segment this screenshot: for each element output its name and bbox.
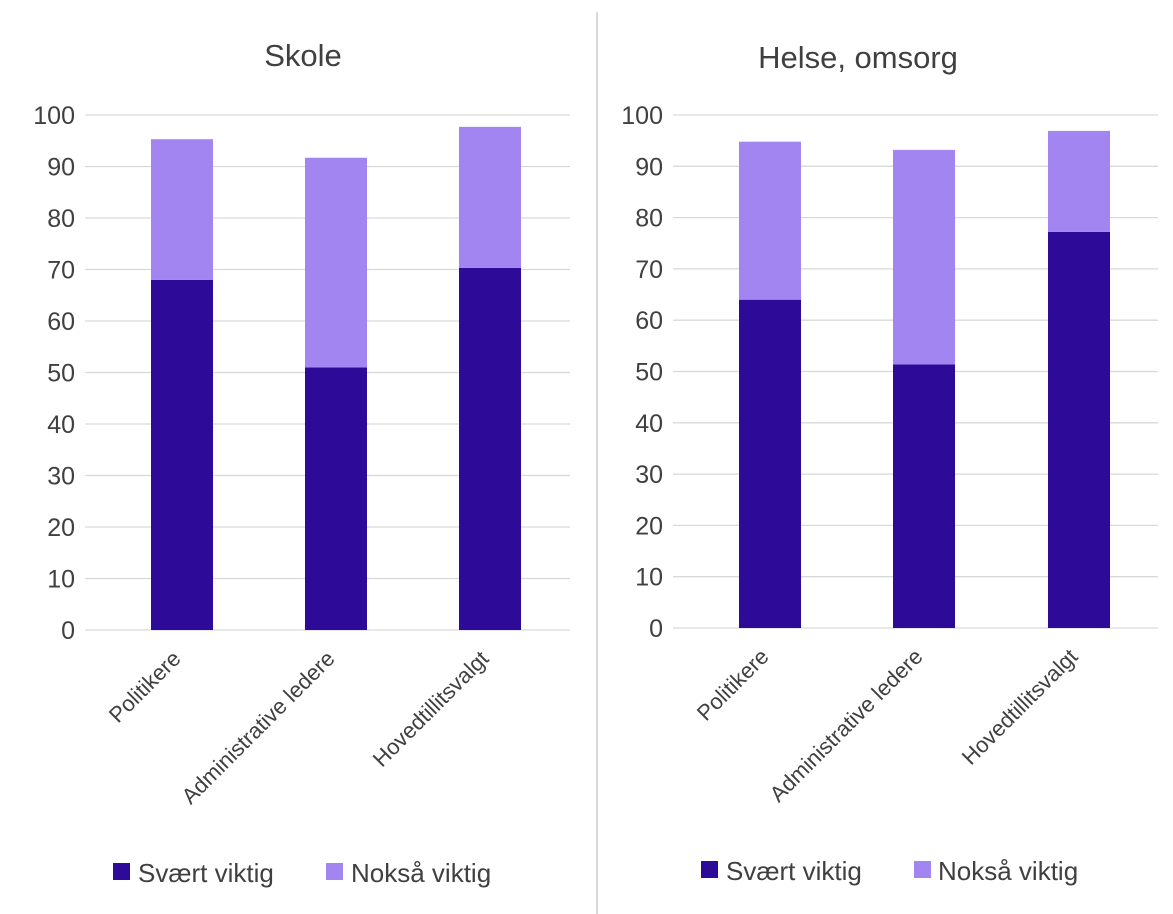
y-tick-label-70: 70 (635, 256, 663, 284)
legend-swatch-sv-rt-viktig (701, 861, 718, 878)
bar-sv-rt-viktig-politikere (739, 299, 801, 628)
x-tick-label-politikere: Politikere (692, 644, 774, 726)
x-tick-label-hovedtillitsvalgt: Hovedtillitsvalgt (368, 646, 494, 772)
bar-sv-rt-viktig-hovedtillitsvalgt (1048, 231, 1110, 629)
y-tick-label-0: 0 (649, 615, 663, 643)
y-tick-label-70: 70 (47, 257, 75, 285)
y-tick-label-50: 50 (47, 360, 75, 388)
y-tick-label-50: 50 (635, 359, 663, 387)
y-tick-label-90: 90 (635, 153, 663, 181)
x-tick-label-politikere: Politikere (104, 646, 186, 728)
chart-title: Helse, omsorg (758, 40, 958, 75)
legend-label-noks-viktig: Nokså viktig (938, 856, 1078, 886)
legend-label-sv-rt-viktig: Svært viktig (726, 856, 862, 886)
y-tick-label-100: 100 (621, 102, 663, 130)
legend-swatch-noks-viktig (326, 863, 343, 880)
y-tick-label-30: 30 (635, 461, 663, 489)
chart-panel-helse-omsorg: Helse, omsorg 0 10 20 30 40 50 60 70 80 90 100 Polit… (598, 0, 1173, 914)
bar-noks-viktig-hovedtillitsvalgt (459, 126, 521, 268)
y-tick-label-40: 40 (635, 410, 663, 438)
y-tick-label-30: 30 (47, 463, 75, 491)
legend-label-noks-viktig: Nokså viktig (351, 858, 491, 888)
chart-panel-skole: Skole 0 10 20 30 40 50 60 70 80 90 100 Politikere Adm… (33, 38, 570, 888)
bar-noks-viktig-administrative-ledere (893, 149, 955, 365)
y-tick-label-0: 0 (61, 617, 75, 645)
x-tick-label-hovedtillitsvalgt: Hovedtillitsvalgt (957, 644, 1083, 770)
bar-noks-viktig-politikere (739, 141, 801, 300)
bar-noks-viktig-hovedtillitsvalgt (1048, 130, 1110, 232)
y-tick-label-60: 60 (635, 307, 663, 335)
chart-title: Skole (264, 38, 342, 73)
chart-svg-helse-omsorg: Helse, omsorg 0 10 20 30 40 50 60 70 80 90 100 Polit… (621, 40, 1158, 886)
y-tick-label-20: 20 (47, 514, 75, 542)
y-tick-label-90: 90 (47, 154, 75, 182)
y-tick-label-20: 20 (635, 512, 663, 540)
legend-swatch-sv-rt-viktig (113, 863, 130, 880)
y-tick-label-80: 80 (47, 205, 75, 233)
y-tick-label-40: 40 (47, 411, 75, 439)
x-tick-label-administrative-ledere: Administrative ledere (177, 646, 340, 809)
bar-sv-rt-viktig-administrative-ledere (305, 367, 367, 630)
y-tick-label-10: 10 (47, 566, 75, 594)
chart-svg-skole: Skole 0 10 20 30 40 50 60 70 80 90 100 PolitikereAdm… (33, 38, 570, 888)
bar-sv-rt-viktig-hovedtillitsvalgt (459, 267, 521, 630)
x-tick-label-administrative-ledere: Administrative ledere (765, 644, 928, 807)
legend-swatch-noks-viktig (914, 861, 931, 878)
y-tick-label-10: 10 (635, 564, 663, 592)
y-tick-label-80: 80 (635, 205, 663, 233)
y-tick-label-60: 60 (47, 308, 75, 336)
panel-divider (596, 12, 599, 914)
bar-sv-rt-viktig-administrative-ledere (893, 364, 955, 628)
bar-noks-viktig-administrative-ledere (305, 157, 367, 368)
legend-label-sv-rt-viktig: Svært viktig (138, 858, 274, 888)
bar-sv-rt-viktig-politikere (151, 279, 213, 630)
y-tick-label-100: 100 (33, 102, 75, 130)
bar-noks-viktig-politikere (151, 139, 213, 280)
